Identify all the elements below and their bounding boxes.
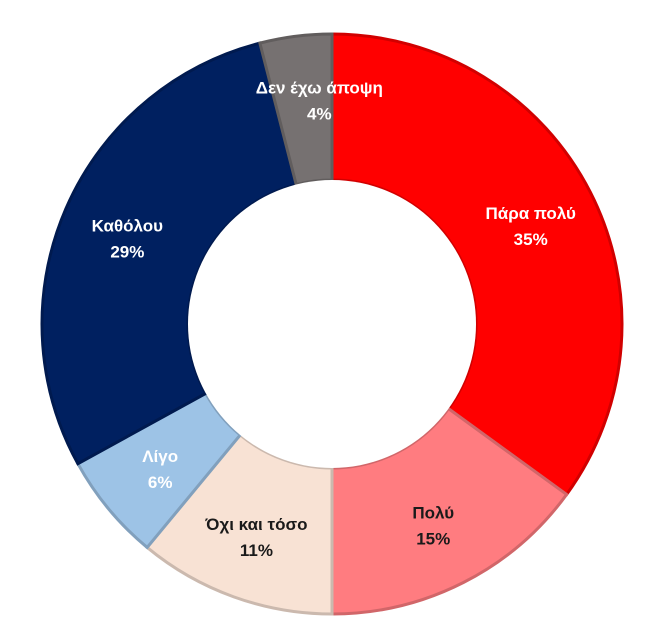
slice-value-5: 29% (110, 242, 144, 261)
donut-hole (188, 180, 476, 468)
slice-category-3: Όχι και τόσο (204, 515, 307, 534)
slice-value-3: 11% (240, 541, 273, 560)
slice-category-4: Λίγο (142, 447, 178, 466)
slice-label-4: Λίγο 6% (142, 447, 178, 492)
slice-category-1: Πάρα πολύ (485, 204, 576, 223)
slice-value-2: 15% (416, 530, 450, 549)
slice-label-5: Καθόλου 29% (92, 216, 164, 261)
slice-category-6: Δεν έχω άποψη (256, 78, 383, 97)
slice-category-5: Καθόλου (92, 216, 164, 235)
slice-value-6: 4% (307, 104, 332, 123)
labels-group: Πάρα πολύ 35% Πολύ 15% Όχι και τόσο 11% Λίγο 6%… (92, 78, 576, 559)
slice-label-6: Δεν έχω άποψη 4% (256, 78, 383, 123)
slice-label-2: Πολύ 15% (412, 504, 454, 549)
slice-label-3: Όχι και τόσο 11% (204, 515, 307, 560)
slice-value-1: 35% (514, 230, 548, 249)
slice-label-1: Πάρα πολύ 35% (485, 204, 576, 249)
slice-category-2: Πολύ (412, 504, 454, 523)
slice-value-4: 6% (148, 473, 173, 492)
